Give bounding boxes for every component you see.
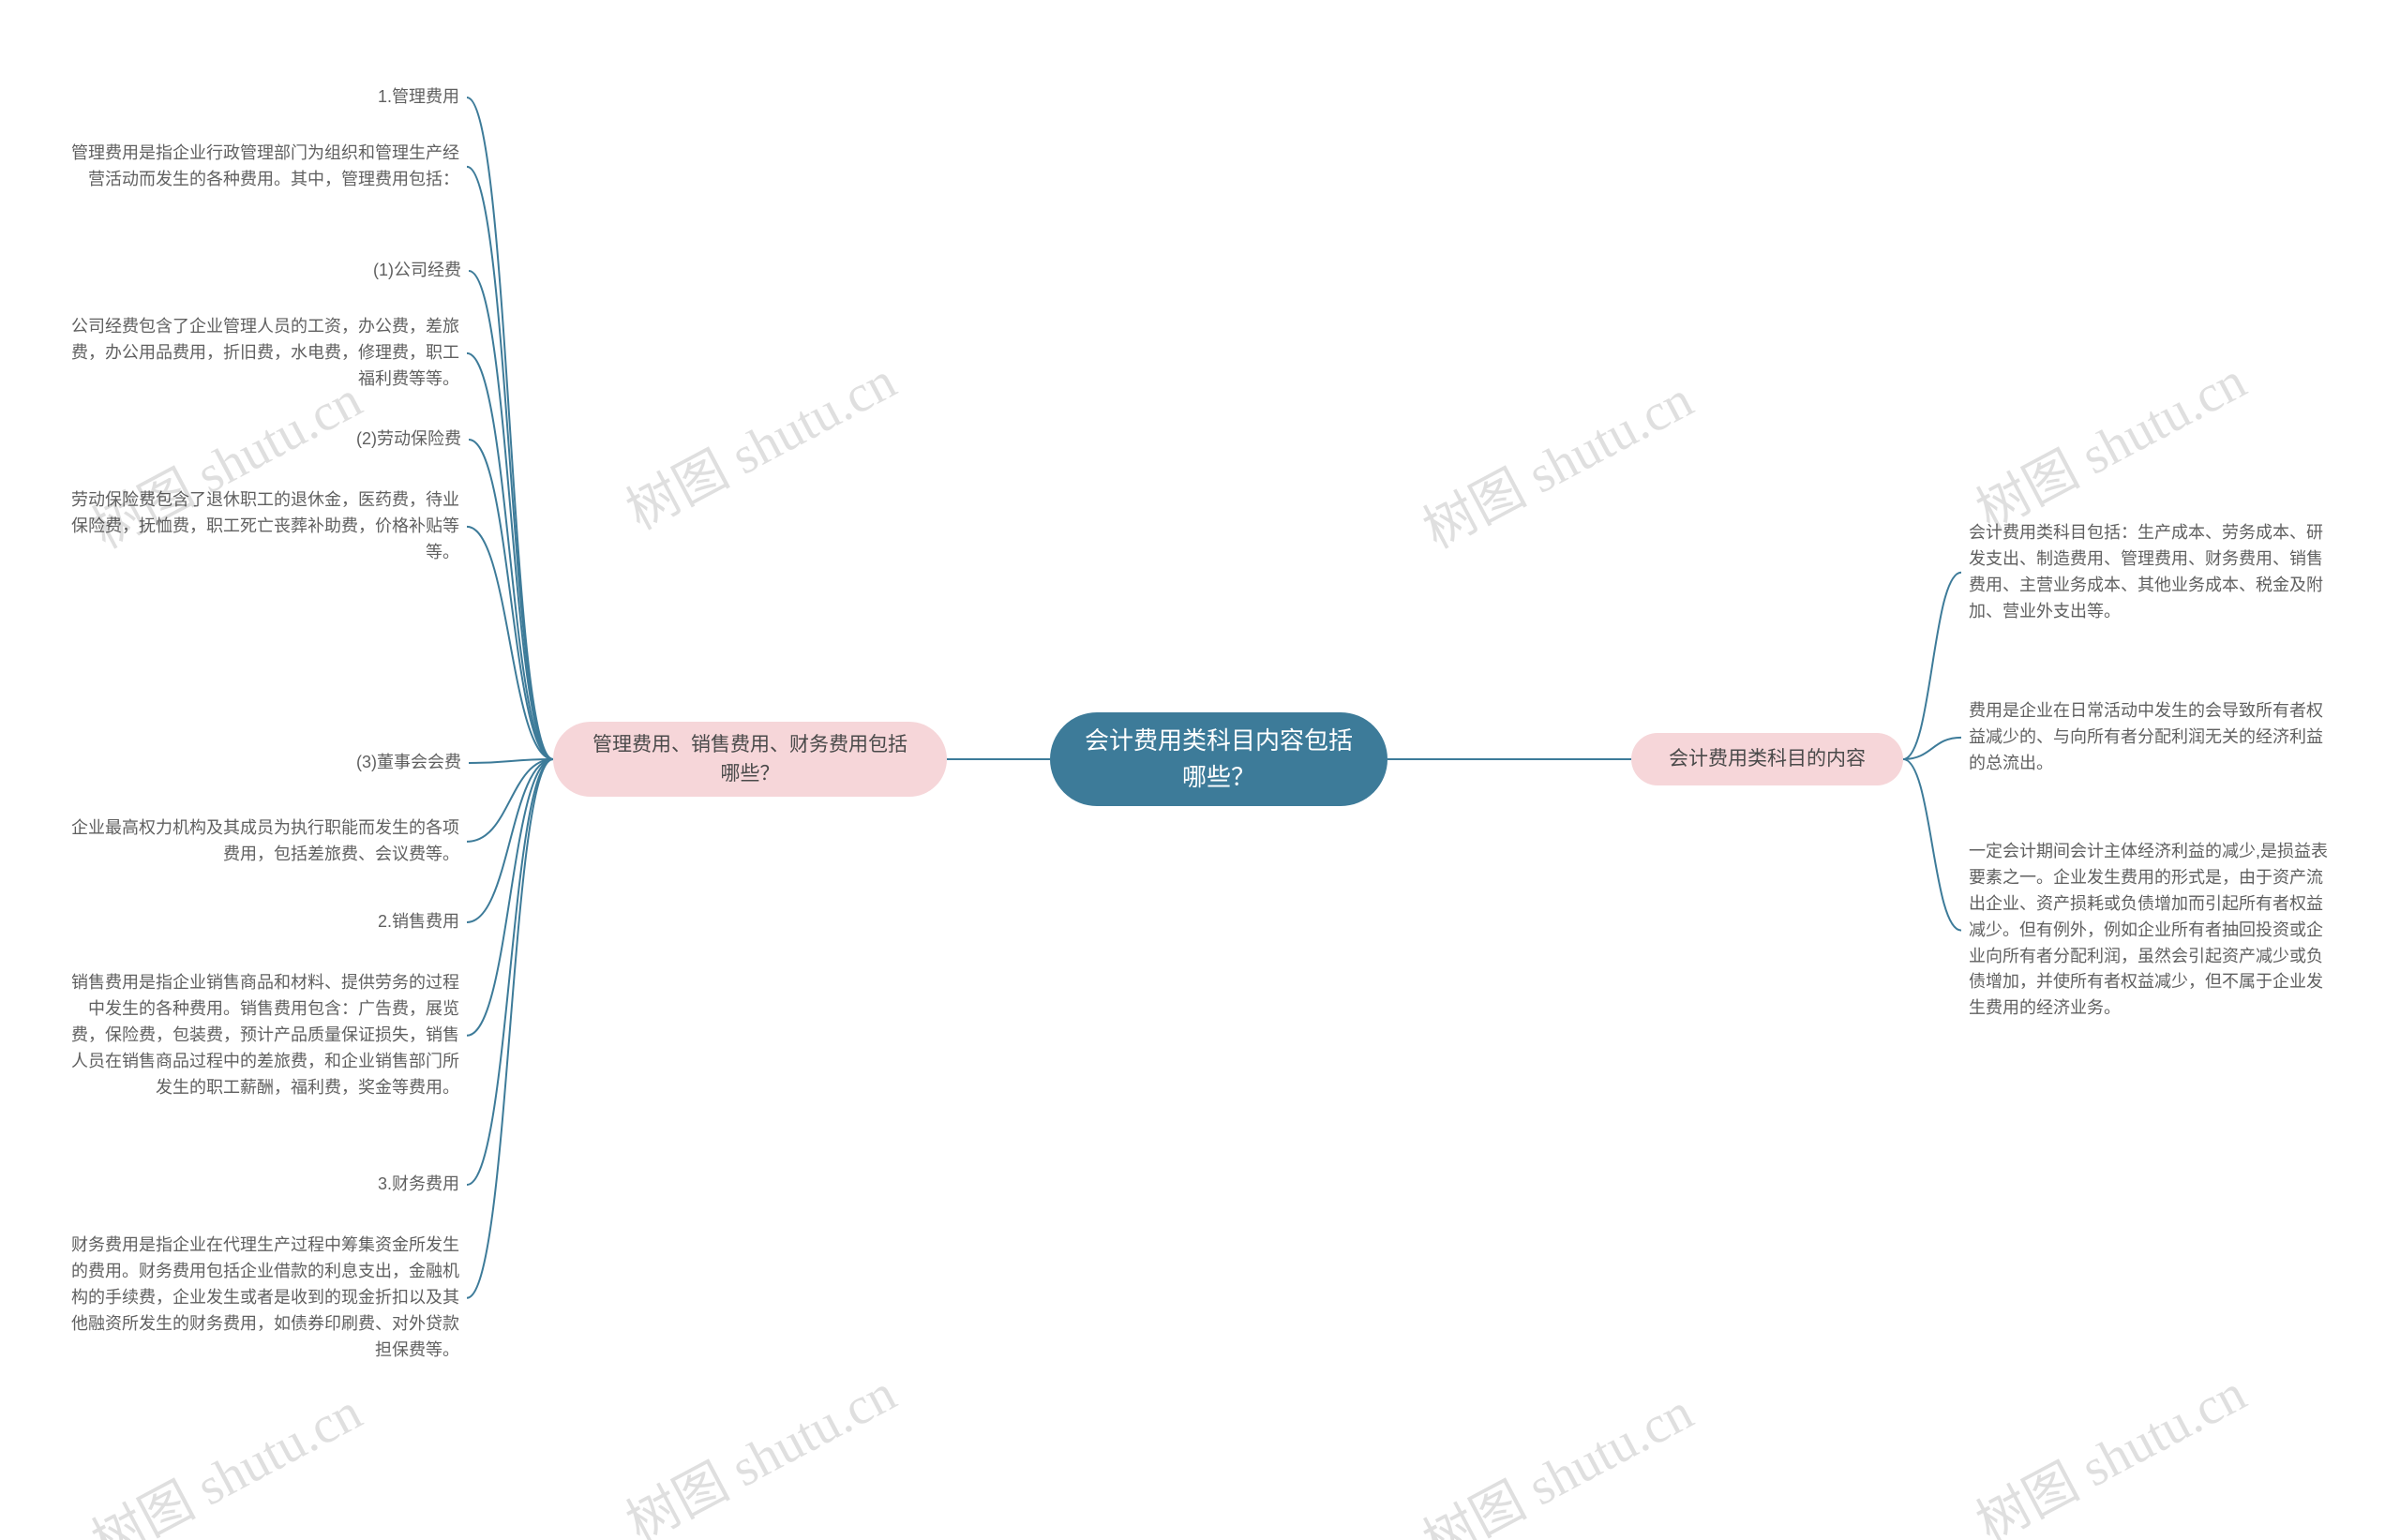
leaf-text: 费用是企业在日常活动中发生的会导致所有者权益减少的、与向所有者分配利润无关的经济… (1969, 698, 2339, 777)
leaf-text: 会计费用类科目包括：生产成本、劳务成本、研发支出、制造费用、管理费用、财务费用、… (1969, 520, 2339, 625)
root-node: 会计费用类科目内容包括哪些？ (1050, 712, 1388, 806)
leaf-text: 公司经费包含了企业管理人员的工资，办公费，差旅费，办公用品费用，折旧费，水电费，… (66, 314, 459, 393)
leaf-text: 劳动保险费包含了退休职工的退休金，医药费，待业保险费，抚恤费，职工死亡丧葬补助费… (66, 487, 459, 566)
leaf-text: 财务费用是指企业在代理生产过程中筹集资金所发生的费用。财务费用包括企业借款的利息… (66, 1233, 459, 1363)
leaf-text: (3)董事会会费 (344, 750, 461, 776)
watermark: 树图 shutu.cn (1961, 1352, 2257, 1540)
leaf-text: (1)公司经费 (358, 258, 461, 284)
watermark: 树图 shutu.cn (1961, 339, 2257, 545)
watermark: 树图 shutu.cn (611, 1352, 907, 1540)
watermark: 树图 shutu.cn (77, 1370, 372, 1540)
left-branch-node: 管理费用、销售费用、财务费用包括哪些？ (553, 722, 947, 797)
left-branch-label: 管理费用、销售费用、财务费用包括哪些？ (585, 730, 915, 789)
watermark: 树图 shutu.cn (611, 339, 907, 545)
root-label: 会计费用类科目内容包括哪些？ (1082, 723, 1356, 796)
leaf-text: 企业最高权力机构及其成员为执行职能而发生的各项费用，包括差旅费、会议费等。 (66, 815, 459, 868)
leaf-text: 3.财务费用 (366, 1172, 459, 1198)
leaf-text: 1.管理费用 (366, 84, 459, 111)
leaf-text: 2.销售费用 (366, 909, 459, 935)
watermark: 树图 shutu.cn (1408, 358, 1703, 563)
leaf-text: 管理费用是指企业行政管理部门为组织和管理生产经营活动而发生的各种费用。其中，管理… (66, 141, 459, 193)
watermark: 树图 shutu.cn (1408, 1370, 1703, 1540)
right-branch-label: 会计费用类科目的内容 (1669, 744, 1866, 774)
leaf-text: 一定会计期间会计主体经济利益的减少,是损益表要素之一。企业发生费用的形式是，由于… (1969, 839, 2339, 1022)
right-branch-node: 会计费用类科目的内容 (1631, 733, 1903, 785)
leaf-text: (2)劳动保险费 (344, 426, 461, 453)
leaf-text: 销售费用是指企业销售商品和材料、提供劳务的过程中发生的各种费用。销售费用包含：广… (66, 970, 459, 1100)
